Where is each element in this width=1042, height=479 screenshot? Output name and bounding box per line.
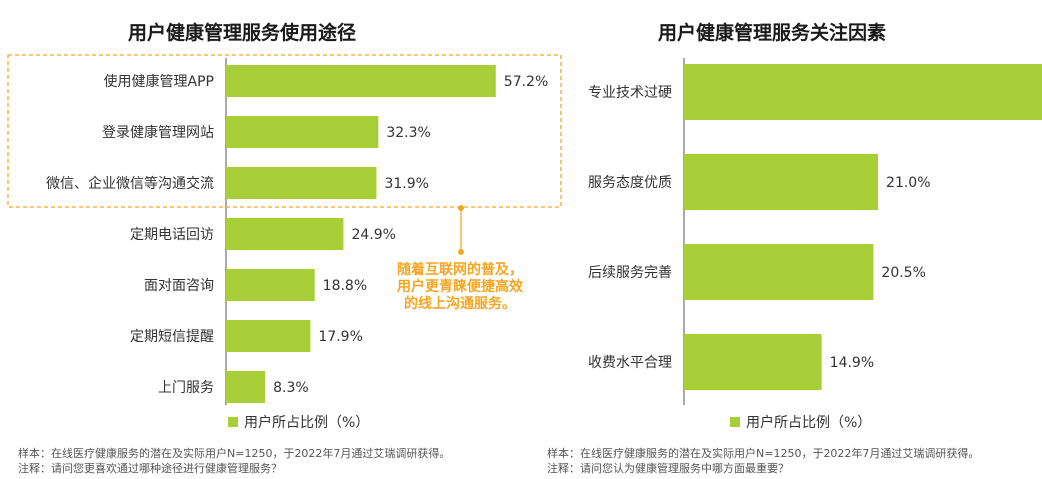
bar — [226, 65, 496, 97]
highlight-box — [7, 54, 562, 208]
category-label: 专业技术过硬 — [588, 85, 672, 101]
category-label: 后续服务完善 — [588, 264, 672, 281]
connector-dot-bottom — [458, 249, 464, 255]
value-label: 32.3% — [386, 125, 430, 141]
category-label: 使用健康管理APP — [104, 73, 214, 90]
usage-channel-bar-chart: 使用健康管理APP 57.2% 登录健康管理网站 32.3% 微信、企业微信等沟通交流 3… — [7, 54, 562, 405]
bar — [226, 167, 377, 199]
bar — [684, 334, 822, 390]
value-label: 21.0% — [886, 175, 930, 191]
value-label: 57.2% — [504, 74, 548, 90]
bar — [226, 116, 379, 148]
annotation-line: 用户更青睐便捷高效 — [397, 279, 523, 295]
chart-title: 用户健康管理服务使用途径 — [128, 22, 357, 44]
bar — [684, 154, 879, 210]
value-label: 24.9% — [351, 227, 395, 243]
category-label: 登录健康管理网站 — [102, 124, 214, 141]
chart-notes: 样本：在线医疗健康服务的潜在及实际用户N=1250，于2022年7月通过艾瑞调研… — [18, 446, 450, 476]
chart-legend: 用户所占比例（%） — [730, 412, 871, 432]
bar — [684, 244, 874, 300]
value-label: 31.9% — [384, 176, 428, 192]
legend-swatch — [228, 417, 238, 427]
right-chart-panel: 用户健康管理服务关注因素 专业技术过硬43.7%服务态度优质21.0%后续服务完… — [540, 0, 1042, 479]
annotation-line: 随着互联网的普及， — [397, 262, 523, 278]
bar — [226, 320, 311, 352]
value-label: 8.3% — [273, 380, 309, 396]
chart-title: 用户健康管理服务关注因素 — [658, 22, 887, 44]
annotation-line: 的线上沟通服务。 — [404, 296, 516, 312]
bar — [226, 218, 344, 250]
value-label: 20.5% — [881, 265, 925, 281]
category-label: 上门服务 — [158, 380, 214, 396]
category-label: 收费水平合理 — [588, 355, 672, 371]
chart-legend: 用户所占比例（%） — [228, 412, 369, 432]
question-note: 注释：请问您更喜欢通过哪种途径进行健康管理服务？ — [18, 462, 282, 475]
chart-notes: 样本：在线医疗健康服务的潜在及实际用户N=1250，于2022年7月通过艾瑞调研… — [547, 446, 979, 476]
sample-note: 样本：在线医疗健康服务的潜在及实际用户N=1250，于2022年7月通过艾瑞调研… — [547, 447, 980, 460]
category-label: 定期短信提醒 — [130, 329, 214, 345]
legend-label: 用户所占比例（%） — [746, 415, 872, 431]
value-label: 14.9% — [830, 355, 874, 371]
bar — [226, 269, 315, 301]
legend-swatch — [730, 417, 740, 427]
legend-label: 用户所占比例（%） — [244, 415, 370, 431]
value-label: 18.8% — [323, 278, 367, 294]
bar — [226, 371, 266, 403]
category-label: 服务态度优质 — [588, 175, 672, 191]
annotation-callout: 随着互联网的普及， 用户更青睐便捷高效 的线上沟通服务。 — [380, 262, 540, 313]
category-label: 微信、企业微信等沟通交流 — [46, 175, 214, 192]
question-note: 注释：请问您认为健康管理服务中哪方面最重要？ — [547, 462, 789, 475]
category-label: 面对面咨询 — [144, 278, 214, 294]
value-label: 17.9% — [318, 329, 362, 345]
concern-factor-bar-chart: 专业技术过硬43.7%服务态度优质21.0%后续服务完善20.5%收费水平合理1… — [588, 58, 1042, 405]
left-chart-panel: 用户健康管理服务使用途径 使用健康管理APP 57.2% 登录健康管理网站 32.3%… — [7, 22, 562, 476]
bar — [684, 64, 1042, 120]
sample-note: 样本：在线医疗健康服务的潜在及实际用户N=1250，于2022年7月通过艾瑞调研… — [18, 447, 451, 460]
category-label: 定期电话回访 — [130, 227, 214, 243]
